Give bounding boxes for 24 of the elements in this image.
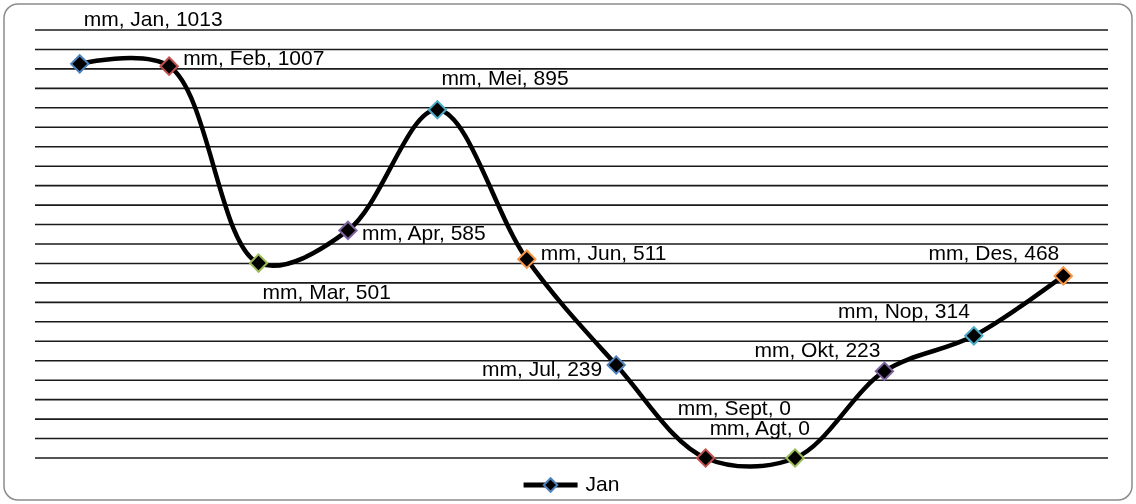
point <box>606 355 626 375</box>
point <box>785 448 805 468</box>
data-label: mm, Mei, 895 <box>441 65 569 89</box>
point <box>427 100 448 120</box>
point <box>964 326 984 346</box>
data-label: mm, Jul, 239 <box>482 357 603 381</box>
data-label: mm, Jan, 1013 <box>83 7 223 31</box>
data-label: mm, Feb, 1007 <box>183 46 325 70</box>
point <box>159 56 179 76</box>
point <box>517 249 537 269</box>
point <box>695 448 716 468</box>
point <box>1053 266 1073 286</box>
data-label: mm, Nop, 314 <box>837 299 971 323</box>
data-label: mm, Mar, 501 <box>262 279 391 303</box>
point <box>70 54 90 74</box>
data-label: mm, Sept, 0 <box>677 396 792 420</box>
point <box>338 220 358 241</box>
data-label: mm, Okt, 223 <box>754 338 881 361</box>
point <box>874 361 895 381</box>
data-label: mm, Apr, 585 <box>361 221 486 245</box>
point <box>248 253 269 273</box>
data-label: mm, Des, 468 <box>928 240 1060 264</box>
legend-label: Jan <box>585 472 620 495</box>
data-label: mm, Jun, 511 <box>540 240 667 264</box>
